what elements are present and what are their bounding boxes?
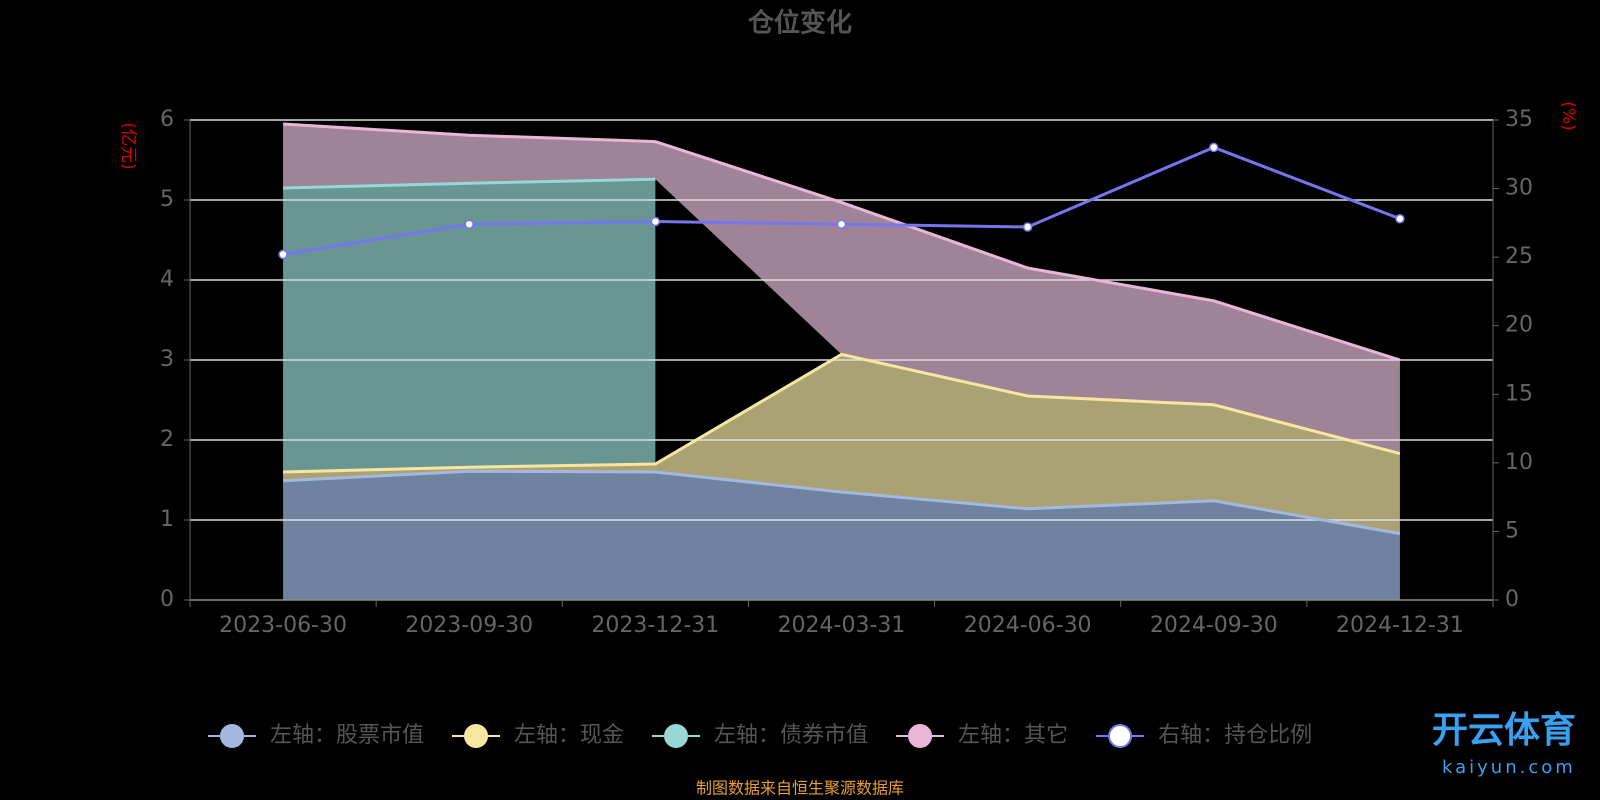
watermark: kaiyun.com: [1442, 757, 1576, 778]
y-tick-label: 1: [160, 507, 174, 532]
x-tick-label: 2024-12-31: [1336, 613, 1464, 638]
area-fill: [283, 471, 1400, 600]
x-tick-label: 2024-09-30: [1150, 613, 1278, 638]
legend-item: 左轴：债券市值: [652, 723, 868, 748]
chart-title: 仓位变化: [747, 8, 852, 39]
legend-label: 左轴：债券市值: [714, 723, 868, 748]
area-line: [282, 469, 1401, 536]
ratio-point: [1022, 222, 1033, 232]
legend-label: 右轴：持仓比例: [1158, 723, 1312, 748]
legend-label: 左轴：其它: [958, 723, 1068, 748]
y-tick-label: 0: [160, 587, 174, 612]
legend-item: 左轴：现金: [452, 723, 624, 748]
area-line: [283, 177, 656, 190]
y2-tick-label: 30: [1505, 176, 1533, 201]
legend-label: 左轴：股票市值: [270, 723, 424, 748]
legend-item: 右轴：持仓比例: [1096, 723, 1312, 748]
legend-marker: [220, 724, 244, 748]
area-line: [282, 122, 1401, 362]
y2-tick-label: 10: [1505, 450, 1533, 475]
ratio-point: [1209, 142, 1219, 153]
y-tick-label: 2: [160, 427, 174, 452]
y-tick-label: 6: [160, 107, 174, 132]
y2-tick-label: 20: [1505, 313, 1533, 338]
legend-marker: [464, 724, 489, 748]
watermark: 开云体育: [1432, 710, 1576, 751]
area-fill: [283, 124, 1400, 454]
y-tick-label: 5: [160, 187, 174, 212]
legend-item: 左轴：其它: [896, 723, 1068, 748]
y2-tick-label: 25: [1505, 244, 1533, 269]
x-tick-label: 2024-06-30: [964, 613, 1092, 638]
y-tick-label: 3: [160, 347, 174, 372]
legend-marker: [664, 724, 689, 748]
ratio-point: [650, 216, 661, 227]
legend-marker: [1108, 724, 1133, 748]
legend-label: 左轴：现金: [514, 723, 624, 748]
y2-axis-label: (%): [1558, 101, 1578, 130]
y-tick-label: 4: [160, 267, 174, 292]
source-note: 制图数据来自恒生聚源数据库: [696, 779, 904, 798]
y2-tick-label: 15: [1505, 381, 1533, 406]
legend-item: 左轴：股票市值: [208, 723, 424, 748]
ratio-point: [278, 249, 288, 260]
area-layer: [283, 124, 1400, 600]
ratio-point: [836, 219, 847, 229]
x-tick-label: 2023-12-31: [591, 613, 719, 638]
y2-tick-label: 5: [1505, 518, 1519, 543]
y2-tick-label: 35: [1505, 107, 1533, 132]
ratio-point: [1395, 213, 1405, 224]
x-tick-label: 2023-06-30: [219, 613, 347, 638]
x-tick-label: 2024-03-31: [778, 613, 906, 638]
x-tick-label: 2023-09-30: [405, 613, 533, 638]
legend-marker: [908, 724, 933, 748]
area-line: [283, 352, 1401, 474]
y2-tick-label: 0: [1505, 587, 1519, 612]
y-axis-label: (亿元): [118, 122, 138, 169]
area-fill: [283, 179, 656, 472]
area-fill: [283, 354, 1400, 534]
ratio-point: [464, 219, 474, 229]
